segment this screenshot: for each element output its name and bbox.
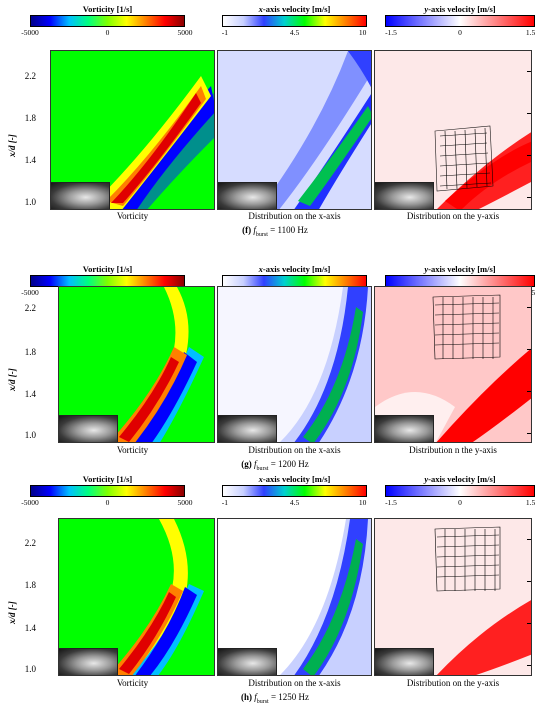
- vorticity-tick-max: 5000: [177, 498, 193, 507]
- xvel-colorbar-title: x-axis velocity [m/s]: [258, 264, 331, 274]
- yvel-colorbar-title: y-axis velocity [m/s]: [424, 4, 496, 14]
- yvel-tick-min: -1.5: [385, 498, 397, 507]
- vorticity-colorbar: Vorticity [1/s] -5000 0 5000: [21, 474, 192, 507]
- vorticity-panel: [58, 518, 215, 676]
- xvel-panel: [217, 518, 372, 676]
- vorticity-field: [96, 76, 214, 209]
- yvel-colorbar: y-axis velocity [m/s] -1.5 0 1.5: [385, 474, 535, 507]
- y-axis-label: x/d [-]: [7, 134, 17, 157]
- y-tick: 1.0: [24, 664, 36, 674]
- yvel-panel: [374, 286, 532, 443]
- nozzle-photo-inset: [375, 182, 434, 209]
- vorticity-tick-max: 5000: [177, 28, 193, 37]
- vorticity-tick-min: -5000: [21, 28, 39, 37]
- nozzle-photo-inset: [375, 415, 434, 442]
- xvel-field: [279, 287, 371, 442]
- yvel-colorbar-title: y-axis velocity [m/s]: [424, 474, 496, 484]
- nozzle-photo-inset: [59, 648, 118, 675]
- figure-group-h: Vorticity [1/s] -5000 0 5000 x-axis velo…: [0, 474, 550, 709]
- yvel-colorbar-gradient: [385, 485, 535, 497]
- yvel-field: [434, 526, 531, 675]
- vorticity-colorbar: Vorticity [1/s] -5000 0 5000: [21, 4, 192, 37]
- vorticity-panel: [58, 286, 215, 443]
- vorticity-panel: [50, 50, 215, 210]
- vorticity-colorbar-title: Vorticity [1/s]: [82, 264, 133, 274]
- vorticity-colorbar-gradient: [30, 485, 185, 497]
- panel-caption: Vorticity: [116, 678, 149, 688]
- y-axis-label: x/d [-]: [7, 601, 17, 624]
- nozzle-photo-inset: [375, 648, 434, 675]
- panel-caption: Distribution on the x-axis: [248, 445, 341, 455]
- panel-caption: Vorticity: [116, 211, 149, 221]
- nozzle-photo-inset: [218, 182, 277, 209]
- yvel-colorbar: y-axis velocity [m/s] -1.5 0 1.5: [385, 4, 535, 37]
- vorticity-tick-mid: 0: [105, 498, 110, 507]
- y-axis-label: x/d [-]: [7, 368, 17, 391]
- y-tick: 1.8: [24, 347, 36, 357]
- panel-caption: Distribution on the x-axis: [248, 211, 341, 221]
- nozzle-photo-inset: [218, 415, 277, 442]
- vorticity-tick-mid: 0: [105, 28, 110, 37]
- nozzle-photo-inset: [218, 648, 277, 675]
- vorticity-field: [114, 287, 204, 442]
- panel-caption: Distribution on the y-axis: [406, 211, 500, 221]
- subfigure-caption: (h) fburst = 1250 Hz: [240, 692, 310, 705]
- vorticity-colorbar-gradient: [30, 15, 185, 27]
- nozzle-photo-inset: [59, 415, 118, 442]
- panel-caption: Vorticity: [116, 445, 149, 455]
- figure-group-g: Vorticity [1/s] -5000 0 5000 x-axis velo…: [0, 236, 550, 474]
- vorticity-colorbar-title: Vorticity [1/s]: [82, 4, 133, 14]
- xvel-tick-mid: 4.5: [289, 498, 300, 507]
- xvel-colorbar-title: x-axis velocity [m/s]: [258, 474, 331, 484]
- y-tick: 1.0: [24, 197, 36, 207]
- vorticity-tick-min: -5000: [21, 288, 39, 297]
- y-tick: 1.8: [24, 580, 36, 590]
- yvel-panel: [374, 50, 532, 210]
- yvel-tick-mid: 0: [458, 28, 462, 37]
- y-tick: 2.2: [24, 71, 36, 81]
- subfigure-caption: (g) fburst = 1200 Hz: [241, 459, 309, 472]
- vorticity-tick-min: -5000: [21, 498, 39, 507]
- yvel-field: [434, 125, 531, 209]
- panel-caption: Distribution on the y-axis: [406, 678, 500, 688]
- vector-field-arrows: [434, 526, 501, 592]
- panel-caption: Distribution on the x-axis: [248, 678, 341, 688]
- vector-field-arrows: [434, 125, 494, 192]
- xvel-tick-mid: 4.5: [289, 28, 300, 37]
- yvel-panel: [374, 518, 532, 676]
- xvel-panel: [217, 50, 372, 210]
- y-tick: 1.0: [24, 430, 36, 440]
- yvel-colorbar-title: y-axis velocity [m/s]: [424, 264, 496, 274]
- xvel-colorbar: x-axis velocity [m/s] -1 4.5 10: [222, 4, 367, 37]
- nozzle-photo-inset: [51, 182, 110, 209]
- y-tick: 1.4: [24, 623, 36, 633]
- y-tick: 1.8: [24, 113, 36, 123]
- subfigure-caption: (f) fburst = 1100 Hz: [242, 225, 308, 238]
- vorticity-colorbar-title: Vorticity [1/s]: [82, 474, 133, 484]
- xvel-colorbar: x-axis velocity [m/s] -1 4.5 10: [222, 474, 367, 507]
- y-tick: 1.4: [24, 389, 36, 399]
- xvel-colorbar-title: x-axis velocity [m/s]: [258, 4, 331, 14]
- xvel-field: [259, 51, 371, 209]
- y-tick: 2.2: [24, 303, 36, 313]
- xvel-colorbar-gradient: [222, 15, 367, 27]
- yvel-tick-max: 1.5: [525, 28, 536, 37]
- xvel-tick-min: -1: [221, 498, 229, 507]
- xvel-tick-max: 10: [358, 498, 367, 507]
- figure-group-f: Vorticity [1/s] -5000 0 5000 x-axis velo…: [0, 0, 550, 238]
- xvel-tick-min: -1: [221, 28, 229, 37]
- y-tick: 1.4: [24, 155, 36, 165]
- panel-caption: Distribution n the y-axis: [409, 445, 497, 455]
- yvel-tick-min: -1.5: [385, 28, 397, 37]
- xvel-panel: [217, 286, 372, 443]
- yvel-tick-max: 1.5: [525, 498, 536, 507]
- xvel-field: [279, 519, 371, 675]
- y-tick: 2.2: [24, 538, 36, 548]
- vector-field-arrows: [432, 294, 501, 360]
- yvel-tick-mid: 0: [458, 498, 462, 507]
- yvel-colorbar-gradient: [385, 15, 535, 27]
- vorticity-field: [114, 519, 204, 675]
- xvel-colorbar-gradient: [222, 485, 367, 497]
- xvel-tick-max: 10: [358, 28, 367, 37]
